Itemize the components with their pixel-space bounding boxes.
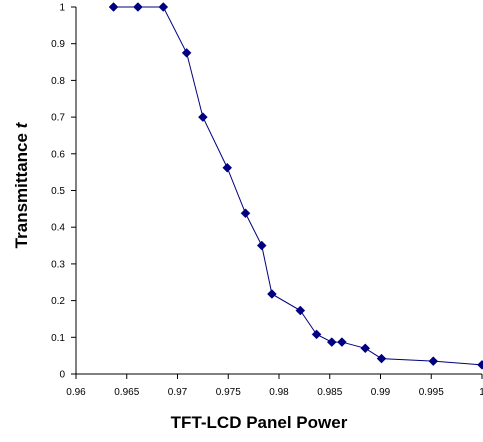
y-tick-label: 1 <box>59 3 65 14</box>
data-point <box>108 2 119 12</box>
data-point <box>477 359 483 370</box>
x-tick-label: 0.985 <box>317 387 342 398</box>
y-tick-label: 0.4 <box>51 223 65 234</box>
data-point <box>337 337 347 347</box>
x-tick-label: 0.96 <box>66 387 86 398</box>
y-tick-label: 0 <box>59 370 65 381</box>
y-axis-ticks: 0 0.1 0.2 0.3 0.4 0.5 0.6 0.7 0.8 0.9 1 <box>51 3 76 381</box>
x-tick-label: 0.98 <box>269 387 289 398</box>
y-tick-label: 0.8 <box>51 76 65 87</box>
data-point <box>311 329 322 340</box>
x-tick-label: 0.97 <box>168 387 188 398</box>
data-point <box>428 356 439 367</box>
y-axis-title: Transmittance t <box>12 121 31 248</box>
data-point <box>295 305 306 316</box>
data-point <box>222 162 233 173</box>
x-tick-label: 0.99 <box>371 387 391 398</box>
y-tick-label: 0.9 <box>51 39 65 50</box>
data-point <box>326 337 337 347</box>
data-point <box>267 289 277 299</box>
data-point <box>181 48 192 58</box>
y-tick-label: 0.2 <box>51 296 65 307</box>
data-point <box>376 353 387 364</box>
x-axis-title: TFT-LCD Panel Power <box>171 413 348 432</box>
x-axis-ticks: 0.96 0.965 0.97 0.975 0.98 0.985 0.99 0.995 1 <box>66 374 483 398</box>
x-tick-label: 1 <box>479 387 483 398</box>
y-tick-label: 0.6 <box>51 149 65 160</box>
data-point <box>198 112 208 122</box>
data-point <box>133 2 143 12</box>
data-point <box>240 208 251 219</box>
data-point <box>256 240 267 251</box>
y-tick-label: 0.1 <box>51 333 65 344</box>
y-tick-label: 0.3 <box>51 259 65 270</box>
data-point <box>158 2 169 12</box>
x-tick-label: 0.995 <box>419 387 444 398</box>
y-tick-label: 0.5 <box>51 186 65 197</box>
y-tick-label: 0.7 <box>51 113 65 124</box>
x-tick-label: 0.965 <box>114 387 139 398</box>
series-group <box>108 2 483 370</box>
data-point <box>360 343 371 354</box>
x-tick-label: 0.975 <box>216 387 241 398</box>
